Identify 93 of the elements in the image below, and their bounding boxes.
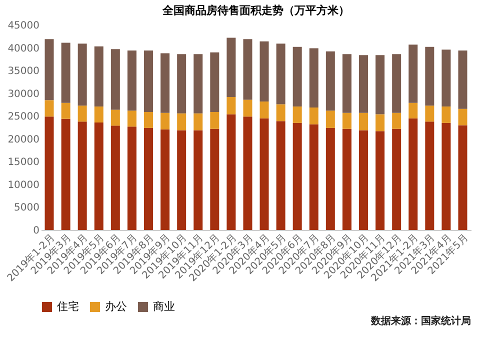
y-tick-label: 35000 <box>8 66 40 78</box>
bar <box>44 39 54 100</box>
y-tick-label: 5000 <box>14 202 40 214</box>
bar <box>226 114 236 230</box>
bar <box>292 106 302 123</box>
legend-label: 办公 <box>105 300 127 313</box>
y-tick-label: 15000 <box>8 157 40 168</box>
bar <box>177 54 186 114</box>
bar <box>94 122 104 230</box>
bar <box>408 44 418 103</box>
bar <box>425 106 434 122</box>
y-tick-label: 45000 <box>8 20 40 32</box>
bar <box>376 114 385 132</box>
bar <box>210 128 220 230</box>
bar <box>342 112 352 129</box>
source-note: 数据来源：国家统计局 <box>370 315 471 327</box>
bar <box>326 110 335 128</box>
bar <box>309 124 318 230</box>
bar <box>94 46 104 107</box>
bar <box>127 50 136 111</box>
bar <box>61 102 70 119</box>
bar <box>392 128 402 230</box>
bar <box>210 52 220 112</box>
bar <box>392 54 402 113</box>
bar <box>276 44 286 104</box>
bar <box>78 122 87 230</box>
bar <box>458 125 468 230</box>
bar <box>226 38 236 97</box>
bar <box>78 106 87 122</box>
bar <box>144 112 153 128</box>
bar <box>408 102 418 118</box>
bar <box>243 100 252 117</box>
bar <box>194 130 203 230</box>
bar <box>442 50 451 107</box>
bar <box>408 118 418 230</box>
bar <box>61 118 70 230</box>
y-tick-label: 40000 <box>8 43 40 54</box>
bar <box>61 42 70 103</box>
legend-label: 商业 <box>153 300 175 313</box>
bar <box>78 44 87 106</box>
bar <box>260 41 269 102</box>
bar <box>44 100 54 117</box>
bar <box>442 122 451 230</box>
bar <box>276 104 286 122</box>
bar <box>458 50 468 109</box>
bar <box>458 108 468 126</box>
bar <box>309 48 318 108</box>
bar <box>392 112 402 129</box>
bar <box>243 116 252 230</box>
bar <box>177 113 186 130</box>
bar <box>260 118 269 230</box>
bar <box>326 51 335 111</box>
bar <box>44 116 54 230</box>
bar <box>94 106 104 122</box>
y-tick-label: 10000 <box>8 180 40 191</box>
bar <box>425 122 434 230</box>
bar <box>160 112 170 130</box>
bar <box>376 55 385 114</box>
chart-title: 全国商品房待售面积走势（万平方米） <box>162 4 350 17</box>
bar <box>276 121 286 230</box>
bar <box>226 96 236 114</box>
bar <box>144 50 153 112</box>
bar <box>194 54 203 114</box>
bar <box>342 128 352 230</box>
legend-label: 住宅 <box>57 300 79 313</box>
y-tick-label: 30000 <box>8 88 40 100</box>
bar <box>110 49 120 110</box>
bar <box>292 46 302 107</box>
bar <box>110 126 120 230</box>
bar <box>359 55 368 113</box>
bar <box>194 113 203 130</box>
bar <box>110 110 120 126</box>
bar <box>359 130 368 230</box>
bar <box>425 46 434 106</box>
bar <box>326 128 335 230</box>
bar <box>127 126 136 230</box>
bar <box>160 129 170 230</box>
y-tick-label: 25000 <box>8 112 40 123</box>
bar <box>160 53 170 113</box>
bar <box>376 131 385 230</box>
bar <box>144 128 153 230</box>
y-tick-label: 0 <box>33 226 40 236</box>
bar <box>243 39 252 100</box>
y-tick-label: 20000 <box>8 134 40 146</box>
bar <box>210 112 220 129</box>
bar <box>260 102 269 118</box>
bar <box>359 112 368 130</box>
bar <box>309 107 318 124</box>
bar <box>442 106 451 123</box>
bar <box>177 130 186 230</box>
bar <box>292 122 302 230</box>
bar <box>342 54 352 113</box>
bar <box>127 110 136 127</box>
